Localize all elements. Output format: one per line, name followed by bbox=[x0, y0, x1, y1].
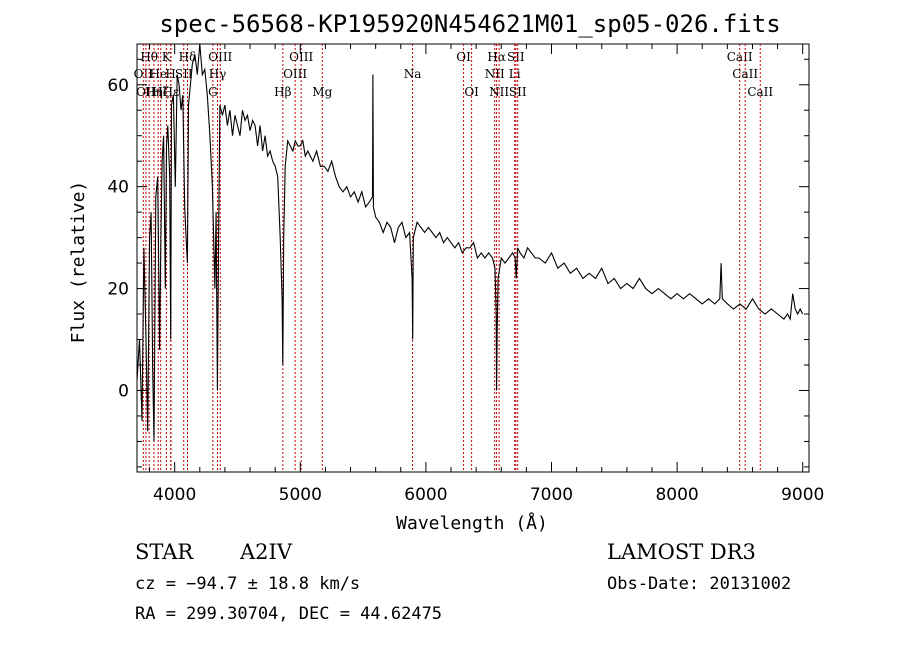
spectrum-chart: spec-56568-KP195920N454621M01_sp05-026.f… bbox=[68, 10, 824, 534]
spectrum-line bbox=[136, 43, 804, 442]
line-label-16: OIII bbox=[289, 50, 313, 64]
line-label-9: SII bbox=[175, 67, 193, 81]
redshift-text: cz = −94.7 ± 18.8 km/s bbox=[135, 574, 361, 594]
plot-frame bbox=[136, 43, 810, 473]
line-label-4: He bbox=[149, 67, 167, 81]
axis-ticks: 4000 5000 6000 7000 8000 9000 0 20 40 60 bbox=[107, 44, 824, 505]
x-tick-label-3: 7000 bbox=[530, 485, 573, 505]
line-label-18: Na bbox=[404, 67, 422, 81]
line-label-0: OII bbox=[134, 67, 154, 81]
chart-title: spec-56568-KP195920N454621M01_sp05-026.f… bbox=[159, 10, 780, 38]
line-label-10: Hδ bbox=[179, 50, 197, 64]
line-label-27: CaII bbox=[727, 50, 753, 64]
x-tick-label-4: 8000 bbox=[655, 485, 698, 505]
line-label-17: Mg bbox=[312, 85, 332, 99]
x-tick-label-1: 5000 bbox=[279, 485, 322, 505]
line-label-8: Hε bbox=[163, 85, 180, 99]
survey-name: LAMOST DR3 bbox=[607, 540, 756, 564]
line-label-28: CaII bbox=[732, 67, 758, 81]
x-tick-label-0: 4000 bbox=[153, 485, 196, 505]
line-label-14: Hβ bbox=[274, 85, 291, 99]
emission-line-markers: OIIOIIHθHηHeHζKHHεSIIHδGHγOIIIHβOIIIOIII… bbox=[134, 44, 773, 472]
line-label-1: OII bbox=[136, 85, 156, 99]
object-class: STAR bbox=[135, 540, 194, 564]
line-label-29: CaII bbox=[747, 85, 773, 99]
x-axis-label: Wavelength (Å) bbox=[396, 512, 548, 534]
line-label-19: OI bbox=[456, 50, 471, 64]
line-label-2: Hθ bbox=[140, 50, 158, 64]
line-label-12: Hγ bbox=[209, 67, 227, 81]
line-label-20: OI bbox=[464, 85, 479, 99]
line-label-24: Li bbox=[509, 67, 521, 81]
coordinates-text: RA = 299.30704, DEC = 44.62475 bbox=[135, 604, 443, 624]
y-axis-label: Flux (relative) bbox=[68, 181, 89, 344]
y-tick-label-1: 20 bbox=[107, 280, 129, 300]
line-label-13: OIII bbox=[208, 50, 232, 64]
y-tick-label-3: 60 bbox=[107, 76, 129, 96]
x-tick-label-2: 6000 bbox=[404, 485, 447, 505]
y-tick-label-2: 40 bbox=[107, 178, 129, 198]
line-label-11: G bbox=[208, 85, 218, 99]
obs-date-text: Obs-Date: 20131002 bbox=[607, 574, 792, 594]
line-label-25: SII bbox=[507, 50, 525, 64]
x-tick-label-5: 9000 bbox=[781, 485, 824, 505]
line-label-23: NII bbox=[489, 85, 509, 99]
object-subclass: A2IV bbox=[240, 540, 292, 564]
y-tick-label-0: 0 bbox=[118, 381, 129, 401]
line-label-15: OIII bbox=[283, 67, 307, 81]
line-label-21: NII bbox=[485, 67, 505, 81]
line-label-6: K bbox=[162, 50, 172, 64]
line-label-26: SII bbox=[509, 85, 527, 99]
line-label-5: Hζ bbox=[152, 85, 169, 99]
line-label-22: Hα bbox=[487, 50, 506, 64]
